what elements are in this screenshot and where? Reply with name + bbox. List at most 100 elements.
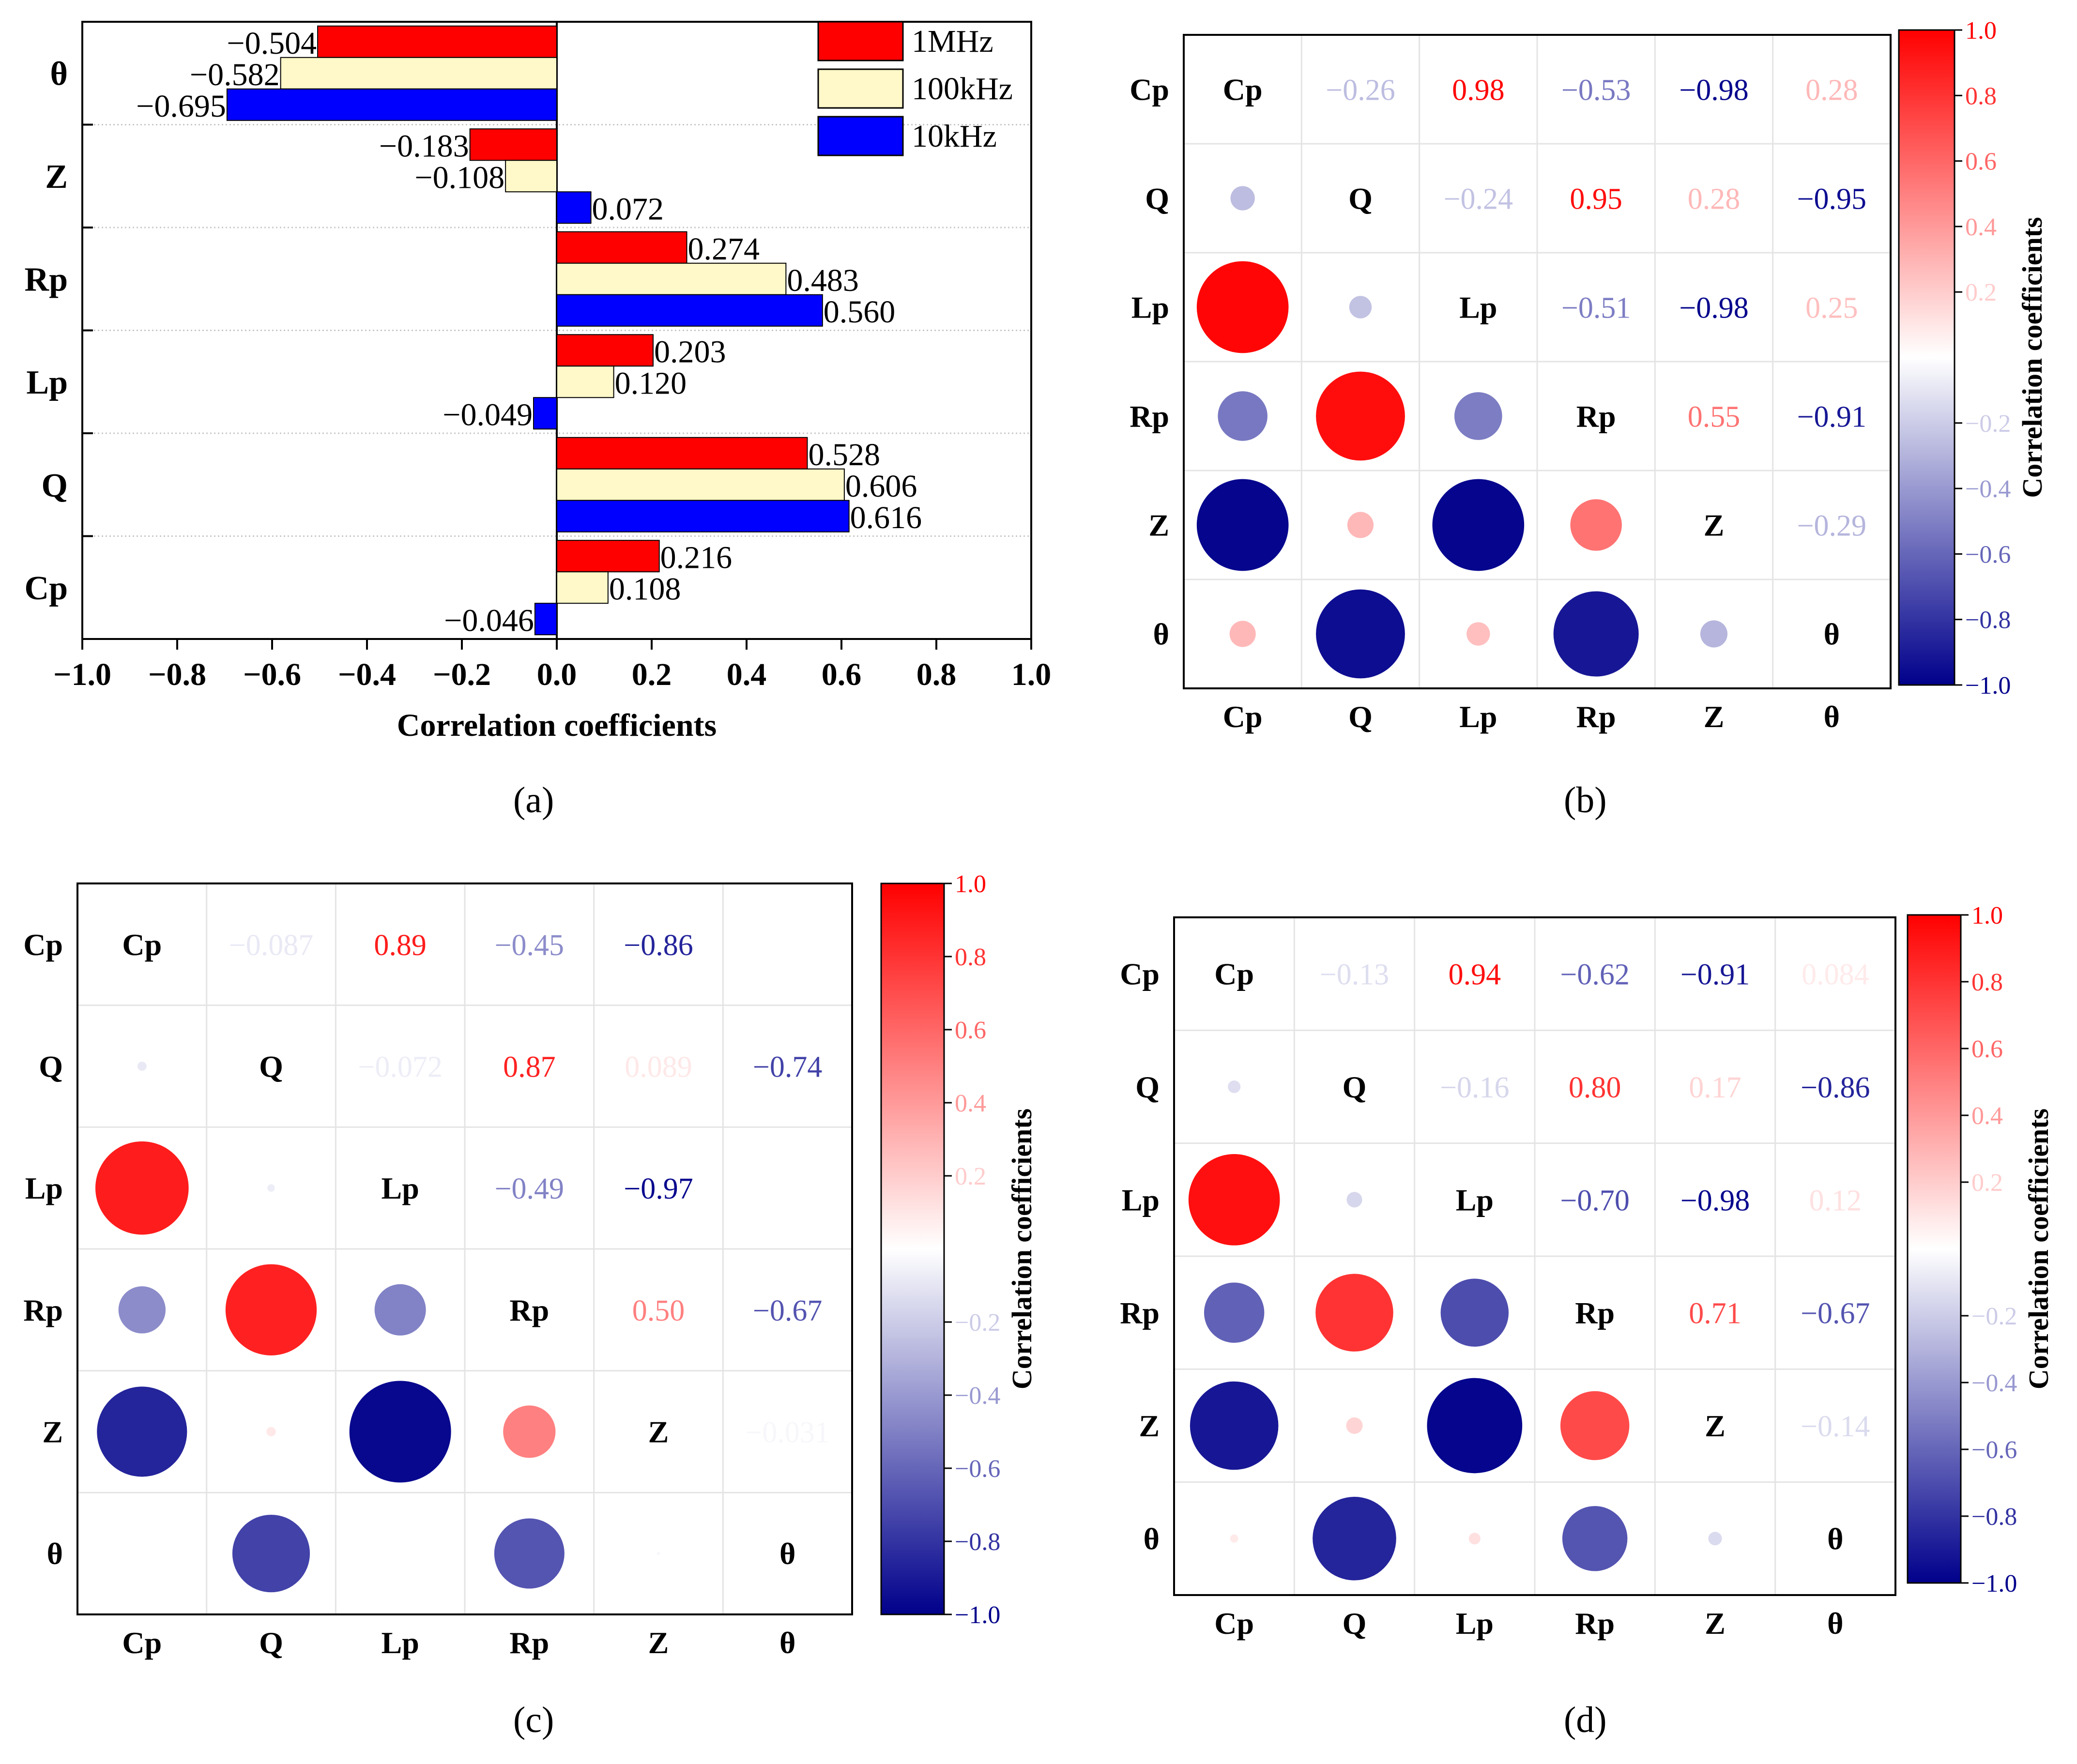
x-tick-label: −0.6 bbox=[243, 657, 301, 692]
y-tick-label: Cp bbox=[25, 570, 68, 607]
coefficient-label: 0.28 bbox=[1688, 183, 1741, 216]
bar-100kHz-θ bbox=[280, 57, 557, 90]
coefficient-label: −0.95 bbox=[1797, 183, 1866, 216]
row-label: Cp bbox=[1130, 73, 1169, 107]
bar-10kHz-Cp bbox=[534, 603, 558, 636]
correlation-circle bbox=[657, 1551, 660, 1555]
colorbar-tick-label: −1.0 bbox=[955, 1601, 1000, 1629]
colorbar-tick-label: −0.2 bbox=[1971, 1303, 2017, 1330]
diagonal-label: Rp bbox=[1575, 1296, 1615, 1330]
colorbar-tick-label: 0.4 bbox=[955, 1090, 986, 1117]
colorbar-tick-label: −0.8 bbox=[1965, 607, 2011, 634]
correlation-circle bbox=[1708, 1532, 1722, 1546]
colorbar-tick-label: −0.6 bbox=[1965, 541, 2011, 568]
coefficient-label: −0.29 bbox=[1797, 510, 1866, 543]
panel-label-b: (b) bbox=[1564, 780, 1607, 821]
x-tick-label: 0.2 bbox=[632, 657, 672, 692]
diagonal-label: θ bbox=[779, 1536, 795, 1571]
correlation-circle bbox=[494, 1518, 565, 1589]
column-label: Z bbox=[648, 1626, 669, 1660]
correlation-circle bbox=[232, 1515, 310, 1593]
column-label: θ bbox=[779, 1626, 795, 1660]
coefficient-label: 0.25 bbox=[1805, 292, 1858, 325]
legend-label: 10kHz bbox=[912, 119, 997, 154]
diagonal-label: Q bbox=[259, 1049, 283, 1084]
bar-value-label: −0.046 bbox=[444, 603, 534, 638]
column-label: Z bbox=[1705, 1606, 1726, 1641]
bar-value-label: 0.072 bbox=[592, 191, 664, 227]
correlation-circle bbox=[1570, 499, 1622, 551]
coefficient-label: −0.98 bbox=[1680, 1184, 1750, 1217]
coefficient-label: −0.97 bbox=[624, 1172, 693, 1205]
colorbar-tick-label: 0.8 bbox=[955, 943, 986, 971]
legend-swatch-1MHz bbox=[817, 21, 904, 61]
correlation-circle bbox=[1427, 1378, 1523, 1474]
colorbar-tick-label: −0.8 bbox=[955, 1528, 1000, 1556]
coefficient-label: −0.14 bbox=[1801, 1410, 1870, 1443]
correlation-circle bbox=[1553, 591, 1639, 677]
coefficient-label: −0.62 bbox=[1560, 958, 1629, 991]
coefficient-label: 0.98 bbox=[1452, 74, 1505, 107]
coefficient-label: 0.12 bbox=[1809, 1184, 1862, 1217]
matrix-frame bbox=[76, 882, 853, 1615]
legend-swatch-10kHz bbox=[817, 116, 904, 156]
bar-value-label: 0.616 bbox=[850, 500, 922, 535]
colorbar-tick-label: 0.4 bbox=[1971, 1102, 2003, 1130]
coefficient-label: −0.26 bbox=[1326, 74, 1395, 107]
bar-value-label: −0.049 bbox=[443, 397, 533, 432]
coefficient-label: −0.16 bbox=[1440, 1071, 1509, 1104]
colorbar-tick-label: −0.4 bbox=[1971, 1369, 2017, 1397]
row-label: Q bbox=[39, 1049, 63, 1084]
correlation-circle bbox=[1196, 261, 1289, 353]
x-tick-label: −0.8 bbox=[148, 657, 206, 692]
colorbar-tick-label: 0.2 bbox=[955, 1163, 986, 1190]
colorbar bbox=[1907, 914, 1962, 1584]
bar-10kHz-θ bbox=[226, 88, 557, 121]
colorbar-title: Correlation coefficients bbox=[2023, 1109, 2054, 1389]
coefficient-label: 0.084 bbox=[1802, 958, 1869, 991]
coefficient-label: −0.072 bbox=[358, 1051, 442, 1084]
colorbar-title: Correlation coefficients bbox=[2016, 217, 2048, 498]
colorbar-tick-label: 0.6 bbox=[1971, 1035, 2003, 1063]
correlation-circle bbox=[1346, 1192, 1362, 1208]
coefficient-label: −0.86 bbox=[1801, 1071, 1870, 1104]
coefficient-label: 0.50 bbox=[632, 1294, 685, 1327]
column-label: Rp bbox=[509, 1626, 549, 1660]
diagonal-label: Cp bbox=[1214, 957, 1254, 991]
colorbar-tick-label: 0.2 bbox=[1971, 1169, 2003, 1197]
column-label: θ bbox=[1824, 700, 1840, 734]
correlation-circle bbox=[1454, 392, 1502, 440]
legend-swatch-100kHz bbox=[817, 68, 904, 109]
y-tick-label: Q bbox=[42, 467, 68, 504]
correlation-circle bbox=[1349, 296, 1372, 319]
row-label: Cp bbox=[1120, 957, 1160, 991]
correlation-circle bbox=[1316, 371, 1405, 461]
coefficient-label: 0.95 bbox=[1570, 183, 1622, 216]
row-label: Z bbox=[42, 1415, 63, 1449]
colorbar-tick-label: 1.0 bbox=[1965, 17, 1997, 45]
colorbar-tick-label: 0.6 bbox=[1965, 148, 1997, 176]
x-tick-label: 0.6 bbox=[822, 657, 862, 692]
row-label: Rp bbox=[1130, 399, 1169, 434]
row-label: Cp bbox=[23, 928, 63, 962]
correlation-circle bbox=[1196, 479, 1289, 571]
row-label: Q bbox=[1135, 1070, 1160, 1104]
bar-chart-a: −0.504−0.582−0.695 θ −0.183−0.108 0.072 Z 0.2… bbox=[25, 21, 1051, 743]
correlation-circle bbox=[1440, 1278, 1509, 1347]
diagonal-label: Z bbox=[1704, 508, 1725, 543]
correlation-circle bbox=[1468, 1533, 1481, 1545]
bar-10kHz-Q bbox=[556, 500, 850, 532]
coefficient-label: 0.17 bbox=[1689, 1071, 1741, 1104]
coefficient-label: −0.24 bbox=[1444, 183, 1513, 216]
colorbar-tick-label: −0.4 bbox=[955, 1382, 1000, 1410]
panel-label-a: (a) bbox=[513, 780, 554, 821]
correlation-circle bbox=[1313, 1497, 1396, 1581]
colorbar-tick-label: −0.8 bbox=[1971, 1503, 2017, 1531]
column-label: θ bbox=[1827, 1606, 1843, 1641]
correlation-circle bbox=[225, 1264, 317, 1355]
correlation-circle bbox=[1218, 391, 1268, 441]
coefficient-label: 0.80 bbox=[1569, 1071, 1621, 1104]
correlation-circle bbox=[1316, 589, 1405, 679]
correlation-circle bbox=[349, 1381, 451, 1483]
